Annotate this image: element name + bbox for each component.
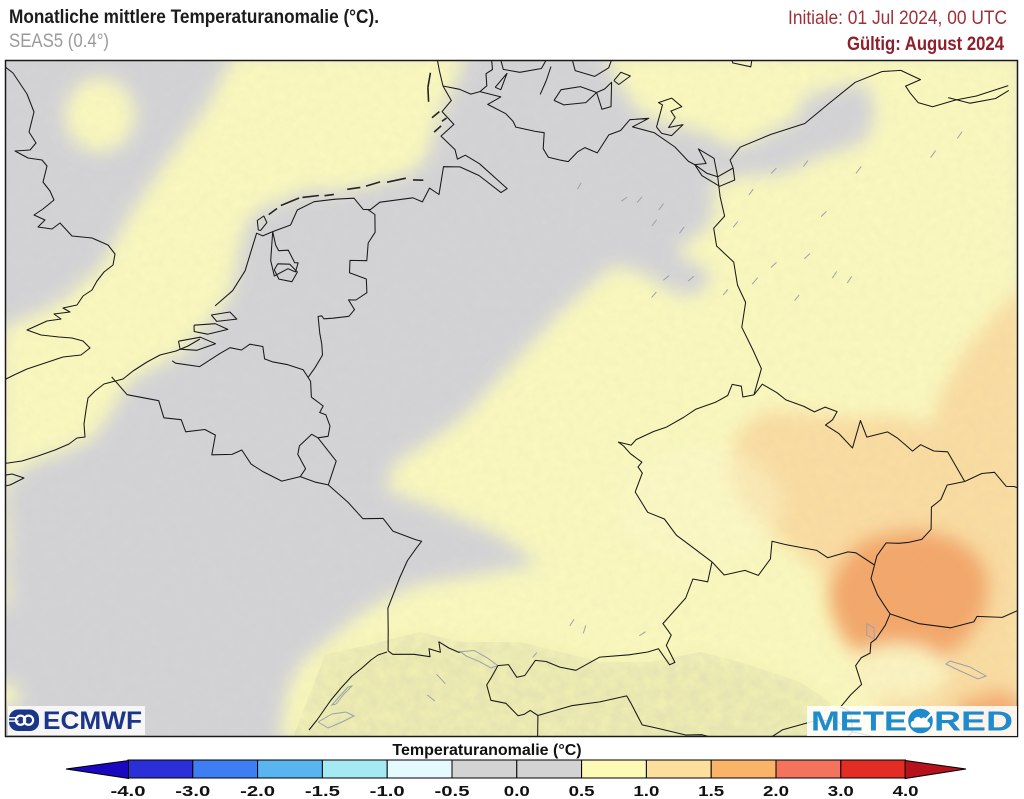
svg-text:-3.0: -3.0: [175, 783, 210, 799]
svg-text:-4.0: -4.0: [111, 783, 146, 799]
svg-text:0.5: 0.5: [569, 783, 595, 799]
svg-text:1.5: 1.5: [698, 783, 724, 799]
svg-text:Gültig: August 2024: Gültig: August 2024: [847, 34, 1004, 55]
svg-text:-2.0: -2.0: [240, 783, 275, 799]
svg-text:ECMWF: ECMWF: [43, 707, 142, 735]
svg-text:-0.5: -0.5: [435, 783, 470, 799]
svg-text:METE: METE: [811, 706, 907, 736]
svg-text:-1.0: -1.0: [370, 783, 405, 799]
svg-text:Monatliche mittlere Temperatur: Monatliche mittlere Temperaturanomalie (…: [9, 7, 379, 28]
svg-text:Initiale: 01 Jul 2024, 00 UTC: Initiale: 01 Jul 2024, 00 UTC: [788, 8, 1007, 29]
svg-text:SEAS5 (0.4°): SEAS5 (0.4°): [9, 31, 109, 52]
svg-text:0.0: 0.0: [504, 783, 530, 799]
svg-text:RED: RED: [934, 706, 1013, 736]
svg-text:Temperaturanomalie (°C): Temperaturanomalie (°C): [392, 742, 581, 759]
svg-text:2.0: 2.0: [763, 783, 789, 799]
svg-text:1.0: 1.0: [633, 783, 659, 799]
svg-text:3.0: 3.0: [828, 783, 854, 799]
svg-text:-1.5: -1.5: [305, 783, 340, 799]
svg-text:4.0: 4.0: [893, 783, 919, 799]
